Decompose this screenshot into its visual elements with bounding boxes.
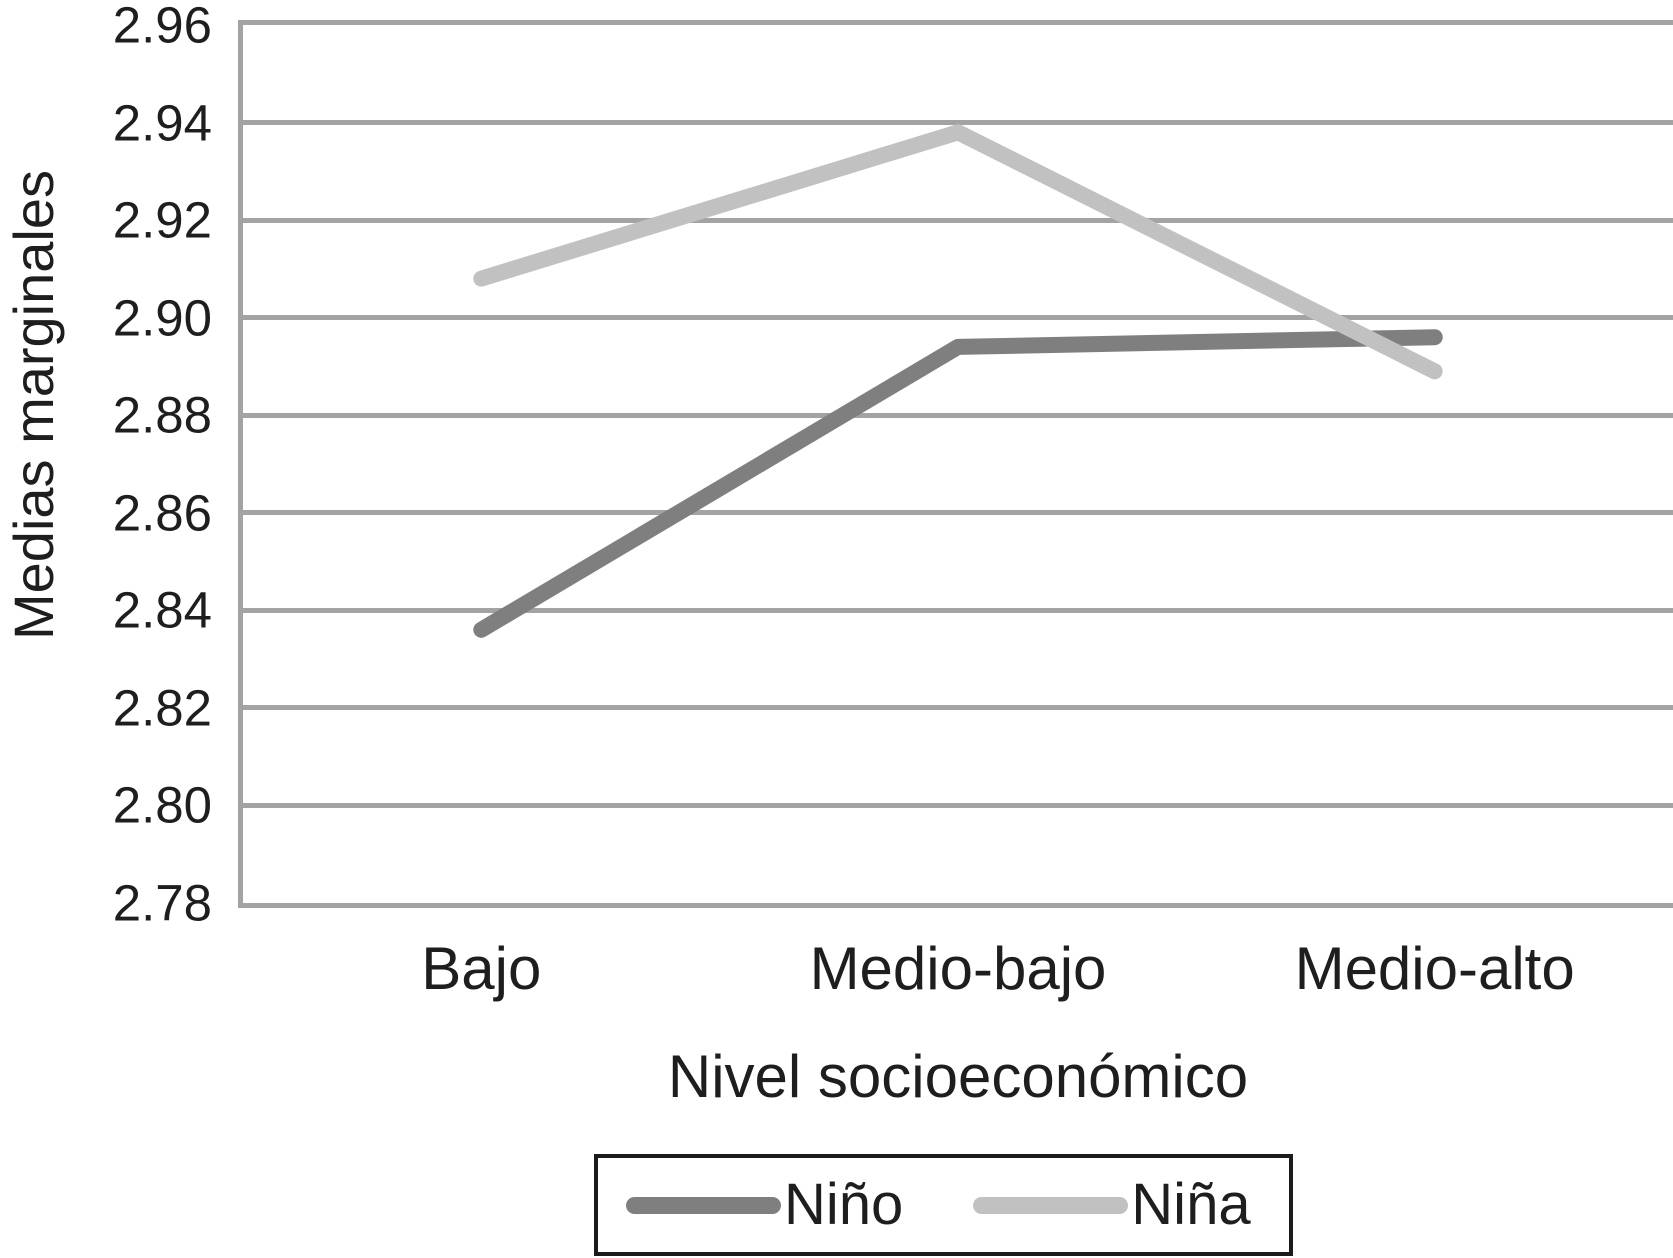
y-tick-label: 2.90	[112, 289, 212, 347]
legend: Niño Niña	[594, 1154, 1293, 1256]
legend-swatch	[626, 1196, 781, 1214]
y-tick-label: 2.82	[112, 679, 212, 737]
gridline	[243, 607, 1673, 613]
legend-item-niña: Niña	[973, 1172, 1251, 1237]
gridline	[243, 802, 1673, 808]
x-category-label: Bajo	[421, 935, 542, 1002]
series-line-niña	[473, 124, 1443, 380]
legend-swatch	[973, 1196, 1129, 1214]
y-axis-tick-labels: 2.96 2.94 2.92 2.90 2.88 2.86 2.84 2.82 2.80 2.78	[0, 0, 212, 929]
gridline	[243, 315, 1673, 321]
y-tick-label: 2.92	[112, 191, 212, 249]
y-tick-label: 2.96	[112, 0, 212, 54]
plot-area	[238, 20, 1673, 908]
y-tick-label: 2.80	[112, 776, 212, 834]
y-tick-label: 2.94	[112, 94, 212, 152]
legend-label: Niña	[1131, 1172, 1251, 1237]
y-tick-label: 2.84	[112, 581, 212, 639]
gridlines	[243, 25, 1673, 903]
legend-label: Niño	[784, 1172, 904, 1237]
gridline	[243, 120, 1673, 126]
gridline	[243, 217, 1673, 223]
gridline	[243, 510, 1673, 516]
x-category-label: Medio-bajo	[809, 935, 1107, 1002]
series-lines	[473, 124, 1443, 638]
gridline	[243, 705, 1673, 711]
series-line-niño	[473, 329, 1443, 638]
x-axis-category-labels: Bajo Medio-bajo Medio-alto	[243, 936, 1673, 1016]
gridline	[243, 412, 1673, 418]
legend-item-niño: Niño	[626, 1176, 903, 1234]
x-category-label: Medio-alto	[1294, 935, 1575, 1002]
y-tick-label: 2.78	[112, 874, 212, 932]
y-tick-label: 2.88	[112, 386, 212, 444]
x-axis-title: Nivel socioeconómico	[667, 1043, 1249, 1110]
y-tick-label: 2.86	[112, 484, 212, 542]
